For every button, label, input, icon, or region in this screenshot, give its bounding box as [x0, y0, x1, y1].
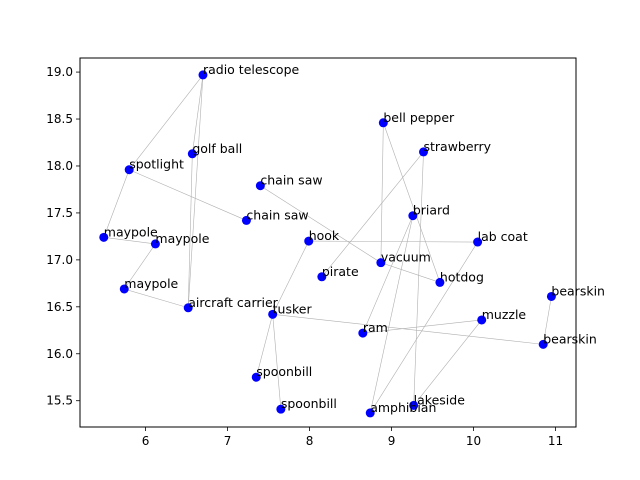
data-point: [546, 291, 556, 301]
data-point: [477, 315, 487, 325]
x-tick-label: 7: [224, 434, 232, 448]
edge-line: [383, 122, 441, 283]
point-label: lab coat: [478, 229, 528, 244]
data-point: [419, 147, 429, 157]
point-label: bell pepper: [383, 110, 455, 125]
y-tick-label: 18.5: [46, 112, 73, 126]
edge-line: [260, 185, 382, 263]
point-label: maypole: [104, 224, 158, 239]
data-point: [187, 149, 197, 159]
y-tick-label: 17.0: [46, 253, 73, 267]
data-point: [304, 236, 314, 246]
point-label: maypole: [155, 231, 209, 246]
edge-line: [413, 319, 482, 406]
edges-layer: [103, 74, 552, 414]
edge-line: [272, 240, 310, 315]
edge-line: [380, 122, 384, 263]
data-point: [473, 237, 483, 247]
point-label: amphibian: [370, 400, 436, 415]
point-label: spoonbill: [256, 364, 312, 379]
data-point: [119, 284, 129, 294]
data-point: [365, 408, 375, 418]
data-point: [435, 277, 445, 287]
edge-line: [124, 288, 189, 309]
point-label: lakeside: [414, 392, 466, 407]
point-label: spoonbill: [281, 396, 337, 411]
point-label: muzzle: [482, 307, 527, 322]
edge-line: [542, 296, 552, 345]
data-point: [255, 181, 265, 191]
edge-line: [255, 314, 273, 378]
data-point: [358, 328, 368, 338]
edge-line: [308, 240, 478, 243]
y-tick-label: 19.0: [46, 65, 73, 79]
labels-layer: radio telescope golf ball spotlight chain s…: [104, 62, 605, 415]
point-label: radio telescope: [203, 62, 300, 77]
edge-line: [272, 314, 282, 410]
y-tick-label: 18.0: [46, 159, 73, 173]
edge-line: [129, 169, 247, 221]
x-tick-label: 6: [142, 434, 150, 448]
point-label: golf ball: [192, 141, 242, 156]
data-point: [99, 232, 109, 242]
data-point: [251, 372, 261, 382]
point-label: bearskin: [551, 283, 605, 298]
x-tick-label: 9: [388, 434, 396, 448]
x-tick-label: 11: [548, 434, 563, 448]
data-point: [124, 165, 134, 175]
edge-line: [103, 169, 130, 238]
point-label: vacuum: [381, 250, 431, 265]
point-label: tusker: [273, 301, 313, 316]
data-point: [376, 258, 386, 268]
edge-line: [128, 74, 204, 170]
point-label: hook: [309, 228, 340, 243]
edge-line: [124, 243, 156, 290]
point-label: strawberry: [424, 139, 492, 154]
point-label: maypole: [124, 276, 178, 291]
edge-line: [321, 151, 424, 277]
edge-line: [192, 74, 204, 154]
data-point: [241, 215, 251, 225]
points-layer: [99, 70, 556, 418]
x-axis: 6 7 8 9 10 11: [142, 427, 563, 448]
data-point: [268, 309, 278, 319]
y-tick-label: 17.5: [46, 206, 73, 220]
edge-line: [187, 153, 193, 308]
point-label: ram: [363, 320, 388, 335]
data-point: [276, 404, 286, 414]
edge-line: [187, 74, 204, 308]
plot-frame: [79, 57, 577, 428]
point-label: chain saw: [246, 207, 308, 222]
data-point: [408, 211, 418, 221]
data-point: [538, 339, 548, 349]
point-label: briard: [413, 203, 450, 218]
y-tick-label: 16.0: [46, 347, 73, 361]
edge-line: [369, 215, 414, 413]
edge-line: [369, 241, 478, 414]
edge-line: [362, 319, 482, 334]
data-point: [150, 239, 160, 249]
point-label: chain saw: [260, 173, 322, 188]
y-axis: 15.5 16.0 16.5 17.0 17.5 18.0 18.5 19.0: [46, 65, 80, 408]
data-point: [409, 400, 419, 410]
point-label: aircraft carrier: [188, 295, 278, 310]
point-label: pirate: [322, 264, 359, 279]
x-tick-label: 10: [466, 434, 481, 448]
data-point: [198, 70, 208, 80]
x-tick-label: 8: [306, 434, 314, 448]
edge-line: [103, 237, 156, 245]
edge-line: [272, 314, 544, 345]
data-point: [317, 272, 327, 282]
point-label: hotdog: [440, 269, 484, 284]
data-point: [378, 118, 388, 128]
data-point: [183, 303, 193, 313]
edge-line: [413, 151, 424, 406]
y-tick-label: 15.5: [46, 394, 73, 408]
edge-line: [380, 262, 441, 283]
y-tick-label: 16.5: [46, 300, 73, 314]
point-label: spotlight: [129, 157, 184, 172]
point-label: bearskin: [543, 331, 597, 346]
edge-line: [362, 215, 414, 334]
